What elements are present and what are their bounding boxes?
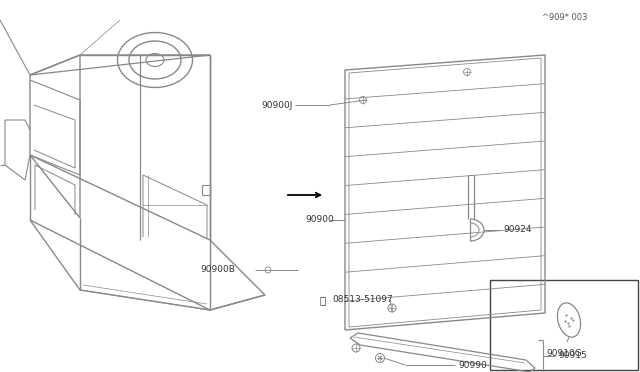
Text: 90910G: 90910G (546, 349, 582, 357)
Text: 08513-51097: 08513-51097 (332, 295, 393, 305)
Text: ^909* 003: ^909* 003 (542, 13, 588, 22)
Text: 90900B: 90900B (200, 266, 235, 275)
Text: 90900: 90900 (305, 215, 333, 224)
Bar (490, 280, 638, 370)
Text: 90900J: 90900J (262, 100, 293, 109)
Text: 90915: 90915 (558, 352, 587, 360)
Text: 90924: 90924 (503, 225, 531, 234)
Text: 90990: 90990 (458, 360, 487, 369)
Text: Ⓢ: Ⓢ (320, 295, 326, 305)
